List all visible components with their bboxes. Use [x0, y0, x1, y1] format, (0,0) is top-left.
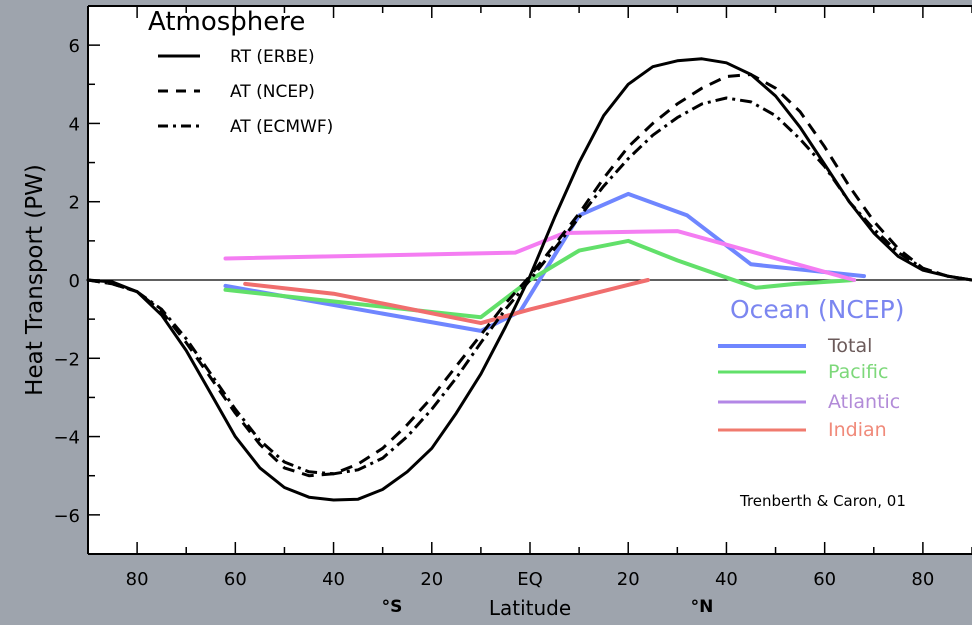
- x-tick-label: 40: [715, 569, 738, 590]
- atmosphere-legend-title: Atmosphere: [148, 7, 305, 37]
- x-tick-label: 60: [224, 569, 247, 590]
- y-tick-label: 4: [69, 114, 80, 135]
- x-tick-label: 60: [813, 569, 836, 590]
- legend-label-pacific: Pacific: [828, 361, 888, 383]
- y-tick-label: −6: [53, 506, 80, 527]
- y-tick-label: −2: [53, 349, 80, 370]
- series-line-indian: [243, 278, 650, 326]
- x-hemisphere-south-label: °S: [382, 597, 403, 617]
- series-line-at-ncep: [87, 73, 972, 478]
- series-line-pacific: [223, 238, 857, 320]
- x-tick-label: 20: [420, 569, 443, 590]
- source-annotation: Trenberth & Caron, 01: [739, 492, 906, 510]
- x-tick-label: 20: [617, 569, 640, 590]
- y-tick-label: −4: [53, 428, 80, 449]
- legend-label-indian: Indian: [828, 419, 887, 441]
- legend-label-at-ncep: AT (NCEP): [230, 82, 315, 102]
- atmosphere-legend: Atmosphere RT (ERBE) AT (NCEP) AT (ECMWF…: [148, 7, 333, 137]
- series-line-at-ecmwf: [87, 96, 972, 476]
- series-layer: [86, 57, 972, 502]
- x-axis-ticks: 80 60 40 20 EQ 20 40 60 80: [126, 6, 972, 590]
- y-axis-label: Heat Transport (PW): [22, 164, 48, 396]
- x-tick-label: 80: [126, 569, 149, 590]
- x-axis-label: Latitude: [489, 596, 571, 620]
- legend-label-atlantic: Atlantic: [828, 391, 900, 413]
- y-axis-ticks: −6 −4 −2 0 2 4 6: [53, 5, 100, 555]
- y-tick-label: 2: [69, 193, 80, 214]
- legend-label-total: Total: [827, 335, 872, 357]
- legend-label-at-ecmwf: AT (ECMWF): [230, 117, 333, 137]
- ocean-legend-title: Ocean (NCEP): [730, 295, 904, 324]
- x-tick-label: 40: [322, 569, 345, 590]
- ocean-legend: Ocean (NCEP) Total Pacific Atlantic Indi…: [718, 295, 904, 441]
- x-tick-label: 80: [911, 569, 934, 590]
- x-tick-label: EQ: [517, 569, 543, 590]
- legend-label-rt-erbe: RT (ERBE): [230, 47, 315, 67]
- y-tick-label: 6: [69, 36, 80, 57]
- y-tick-label: 0: [69, 271, 80, 292]
- x-hemisphere-north-label: °N: [691, 597, 714, 617]
